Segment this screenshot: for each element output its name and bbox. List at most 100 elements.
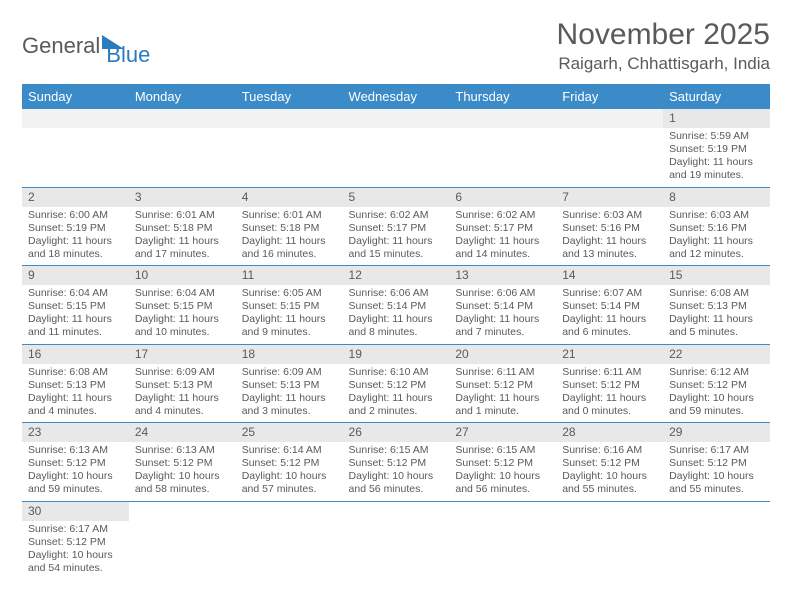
sunset-line: Sunset: 5:12 PM [28,457,123,470]
sunrise-line: Sunrise: 6:11 AM [455,366,550,379]
calendar-cell: 11Sunrise: 6:05 AMSunset: 5:15 PMDayligh… [236,266,343,345]
daylight-line: Daylight: 10 hours and 58 minutes. [135,470,230,496]
sunrise-line: Sunrise: 6:14 AM [242,444,337,457]
sunset-line: Sunset: 5:12 PM [562,379,657,392]
sunset-line: Sunset: 5:14 PM [562,300,657,313]
day-number-empty [236,109,343,128]
daylight-line: Daylight: 10 hours and 54 minutes. [28,549,123,575]
sunset-line: Sunset: 5:13 PM [669,300,764,313]
day-number: 2 [22,188,129,207]
calendar-row: 2Sunrise: 6:00 AMSunset: 5:19 PMDaylight… [22,187,770,266]
logo: General Blue [22,18,150,68]
calendar-cell: 21Sunrise: 6:11 AMSunset: 5:12 PMDayligh… [556,344,663,423]
day-number: 1 [663,109,770,128]
calendar-cell: 16Sunrise: 6:08 AMSunset: 5:13 PMDayligh… [22,344,129,423]
calendar-cell [129,501,236,579]
sunrise-line: Sunrise: 6:13 AM [135,444,230,457]
daylight-line: Daylight: 10 hours and 59 minutes. [669,392,764,418]
calendar-cell: 1Sunrise: 5:59 AMSunset: 5:19 PMDaylight… [663,109,770,187]
sunrise-line: Sunrise: 6:00 AM [28,209,123,222]
sunrise-line: Sunrise: 6:08 AM [669,287,764,300]
daylight-line: Daylight: 11 hours and 9 minutes. [242,313,337,339]
daylight-line: Daylight: 11 hours and 8 minutes. [349,313,444,339]
day-number: 15 [663,266,770,285]
calendar-cell [343,501,450,579]
sunset-line: Sunset: 5:12 PM [349,379,444,392]
calendar-cell: 23Sunrise: 6:13 AMSunset: 5:12 PMDayligh… [22,423,129,502]
sunrise-line: Sunrise: 6:13 AM [28,444,123,457]
calendar-cell: 25Sunrise: 6:14 AMSunset: 5:12 PMDayligh… [236,423,343,502]
header: General Blue November 2025 Raigarh, Chha… [22,18,770,74]
day-number: 16 [22,345,129,364]
calendar-cell [343,109,450,187]
calendar-cell: 19Sunrise: 6:10 AMSunset: 5:12 PMDayligh… [343,344,450,423]
daylight-line: Daylight: 10 hours and 56 minutes. [455,470,550,496]
title-block: November 2025 Raigarh, Chhattisgarh, Ind… [557,18,770,74]
day-details: Sunrise: 6:05 AMSunset: 5:15 PMDaylight:… [236,285,343,344]
location: Raigarh, Chhattisgarh, India [557,54,770,74]
day-details: Sunrise: 6:02 AMSunset: 5:17 PMDaylight:… [449,207,556,266]
calendar-cell: 29Sunrise: 6:17 AMSunset: 5:12 PMDayligh… [663,423,770,502]
day-number: 30 [22,502,129,521]
sunset-line: Sunset: 5:16 PM [562,222,657,235]
daylight-line: Daylight: 11 hours and 15 minutes. [349,235,444,261]
sunrise-line: Sunrise: 6:17 AM [28,523,123,536]
day-header: Saturday [663,84,770,109]
sunset-line: Sunset: 5:17 PM [349,222,444,235]
calendar-cell: 18Sunrise: 6:09 AMSunset: 5:13 PMDayligh… [236,344,343,423]
sunrise-line: Sunrise: 6:02 AM [455,209,550,222]
calendar-cell [22,109,129,187]
day-details: Sunrise: 6:09 AMSunset: 5:13 PMDaylight:… [129,364,236,423]
calendar-cell [236,109,343,187]
sunrise-line: Sunrise: 6:03 AM [669,209,764,222]
sunset-line: Sunset: 5:15 PM [135,300,230,313]
day-number: 23 [22,423,129,442]
sunset-line: Sunset: 5:12 PM [242,457,337,470]
day-number: 10 [129,266,236,285]
sunrise-line: Sunrise: 6:06 AM [455,287,550,300]
calendar-cell: 8Sunrise: 6:03 AMSunset: 5:16 PMDaylight… [663,187,770,266]
calendar-cell: 5Sunrise: 6:02 AMSunset: 5:17 PMDaylight… [343,187,450,266]
calendar-cell: 12Sunrise: 6:06 AMSunset: 5:14 PMDayligh… [343,266,450,345]
calendar-cell: 10Sunrise: 6:04 AMSunset: 5:15 PMDayligh… [129,266,236,345]
sunrise-line: Sunrise: 6:02 AM [349,209,444,222]
daylight-line: Daylight: 11 hours and 17 minutes. [135,235,230,261]
day-details: Sunrise: 6:06 AMSunset: 5:14 PMDaylight:… [449,285,556,344]
day-number: 6 [449,188,556,207]
daylight-line: Daylight: 11 hours and 2 minutes. [349,392,444,418]
calendar-row: 23Sunrise: 6:13 AMSunset: 5:12 PMDayligh… [22,423,770,502]
calendar-row: 30 Sunrise: 6:17 AMSunset: 5:12 PMDayligh… [22,501,770,579]
sunset-line: Sunset: 5:12 PM [669,457,764,470]
day-header: Monday [129,84,236,109]
day-number-empty [449,109,556,128]
day-details: Sunrise: 6:17 AMSunset: 5:12 PMDaylight:… [663,442,770,501]
day-details: Sunrise: 6:01 AMSunset: 5:18 PMDaylight:… [236,207,343,266]
day-details: Sunrise: 6:04 AMSunset: 5:15 PMDaylight:… [129,285,236,344]
daylight-line: Daylight: 11 hours and 4 minutes. [28,392,123,418]
sunrise-line: Sunrise: 6:09 AM [135,366,230,379]
daylight-line: Daylight: 11 hours and 18 minutes. [28,235,123,261]
day-number: 22 [663,345,770,364]
sunset-line: Sunset: 5:13 PM [242,379,337,392]
calendar-cell: 9Sunrise: 6:04 AMSunset: 5:15 PMDaylight… [22,266,129,345]
sunrise-line: Sunrise: 6:01 AM [242,209,337,222]
sunset-line: Sunset: 5:15 PM [242,300,337,313]
logo-text-blue: Blue [106,42,150,68]
day-number: 13 [449,266,556,285]
sunrise-line: Sunrise: 6:12 AM [669,366,764,379]
calendar-cell: 2Sunrise: 6:00 AMSunset: 5:19 PMDaylight… [22,187,129,266]
day-number: 17 [129,345,236,364]
sunset-line: Sunset: 5:12 PM [28,536,123,549]
calendar-cell: 4Sunrise: 6:01 AMSunset: 5:18 PMDaylight… [236,187,343,266]
sunset-line: Sunset: 5:18 PM [135,222,230,235]
calendar-cell: 17Sunrise: 6:09 AMSunset: 5:13 PMDayligh… [129,344,236,423]
sunset-line: Sunset: 5:18 PM [242,222,337,235]
sunrise-line: Sunrise: 6:07 AM [562,287,657,300]
day-number: 20 [449,345,556,364]
calendar-cell: 13Sunrise: 6:06 AMSunset: 5:14 PMDayligh… [449,266,556,345]
sunrise-line: Sunrise: 6:04 AM [28,287,123,300]
sunset-line: Sunset: 5:12 PM [349,457,444,470]
day-details: Sunrise: 6:10 AMSunset: 5:12 PMDaylight:… [343,364,450,423]
day-details: Sunrise: 6:02 AMSunset: 5:17 PMDaylight:… [343,207,450,266]
sunrise-line: Sunrise: 6:11 AM [562,366,657,379]
